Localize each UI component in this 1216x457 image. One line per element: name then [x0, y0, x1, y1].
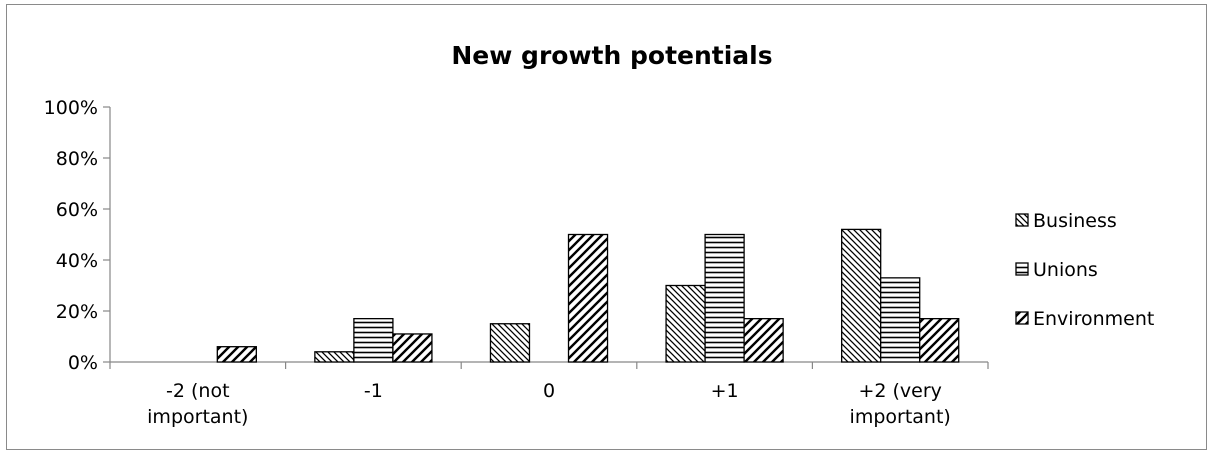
- bar-environment: [567, 233, 609, 363]
- y-tick-label: 80%: [56, 148, 98, 170]
- bar-business: [314, 351, 355, 363]
- x-tick-label: -2 (not: [166, 380, 230, 402]
- bar-environment: [392, 333, 433, 363]
- bar-unions: [704, 233, 745, 363]
- x-tick-label: -1: [364, 380, 383, 402]
- bar-environment: [216, 346, 257, 363]
- legend-label-unions: Unions: [1033, 259, 1098, 281]
- legend-swatch-unions: [1015, 262, 1029, 276]
- chart-title: New growth potentials: [451, 41, 772, 70]
- bar-business: [841, 228, 882, 363]
- y-tick-label: 60%: [56, 199, 98, 221]
- y-tick-label: 0%: [68, 352, 98, 374]
- y-tick-label: 100%: [44, 97, 98, 119]
- legend-label-environment: Environment: [1033, 308, 1154, 330]
- bar-environment: [919, 317, 960, 363]
- legend-label-business: Business: [1033, 210, 1117, 232]
- x-tick-label: 0: [543, 380, 555, 402]
- y-tick-label: 40%: [56, 250, 98, 272]
- x-tick-label: +2 (very: [858, 380, 941, 402]
- x-tick-label: important): [147, 406, 248, 428]
- bars: [216, 228, 960, 363]
- x-axis: -2 (not important) -1 0 +1 +2 (very important): [109, 361, 989, 428]
- x-tick-label: +1: [711, 380, 739, 402]
- bar-unions: [880, 277, 921, 363]
- bar-unions: [353, 317, 394, 363]
- legend-swatch-environment: [1015, 311, 1029, 325]
- chart-area: [6, 4, 1207, 450]
- legend-swatch-business: [1015, 213, 1029, 227]
- bar-business: [489, 323, 531, 363]
- bar-business: [665, 284, 706, 363]
- y-tick-label: 20%: [56, 301, 98, 323]
- legend: Business Unions Environment: [1015, 210, 1154, 330]
- x-tick-label: important): [850, 406, 951, 428]
- y-axis: 0% 20% 40% 60% 80% 100%: [44, 97, 111, 374]
- bar-environment: [743, 317, 784, 363]
